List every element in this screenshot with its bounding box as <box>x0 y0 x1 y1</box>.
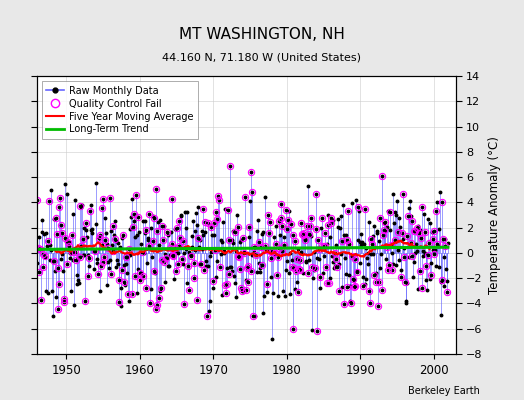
Y-axis label: Temperature Anomaly (°C): Temperature Anomaly (°C) <box>488 136 501 294</box>
Legend: Raw Monthly Data, Quality Control Fail, Five Year Moving Average, Long-Term Tren: Raw Monthly Data, Quality Control Fail, … <box>41 81 198 139</box>
Text: 44.160 N, 71.180 W (United States): 44.160 N, 71.180 W (United States) <box>162 52 362 62</box>
Text: Berkeley Earth: Berkeley Earth <box>408 386 479 396</box>
Text: MT WASHINGTON, NH: MT WASHINGTON, NH <box>179 27 345 42</box>
